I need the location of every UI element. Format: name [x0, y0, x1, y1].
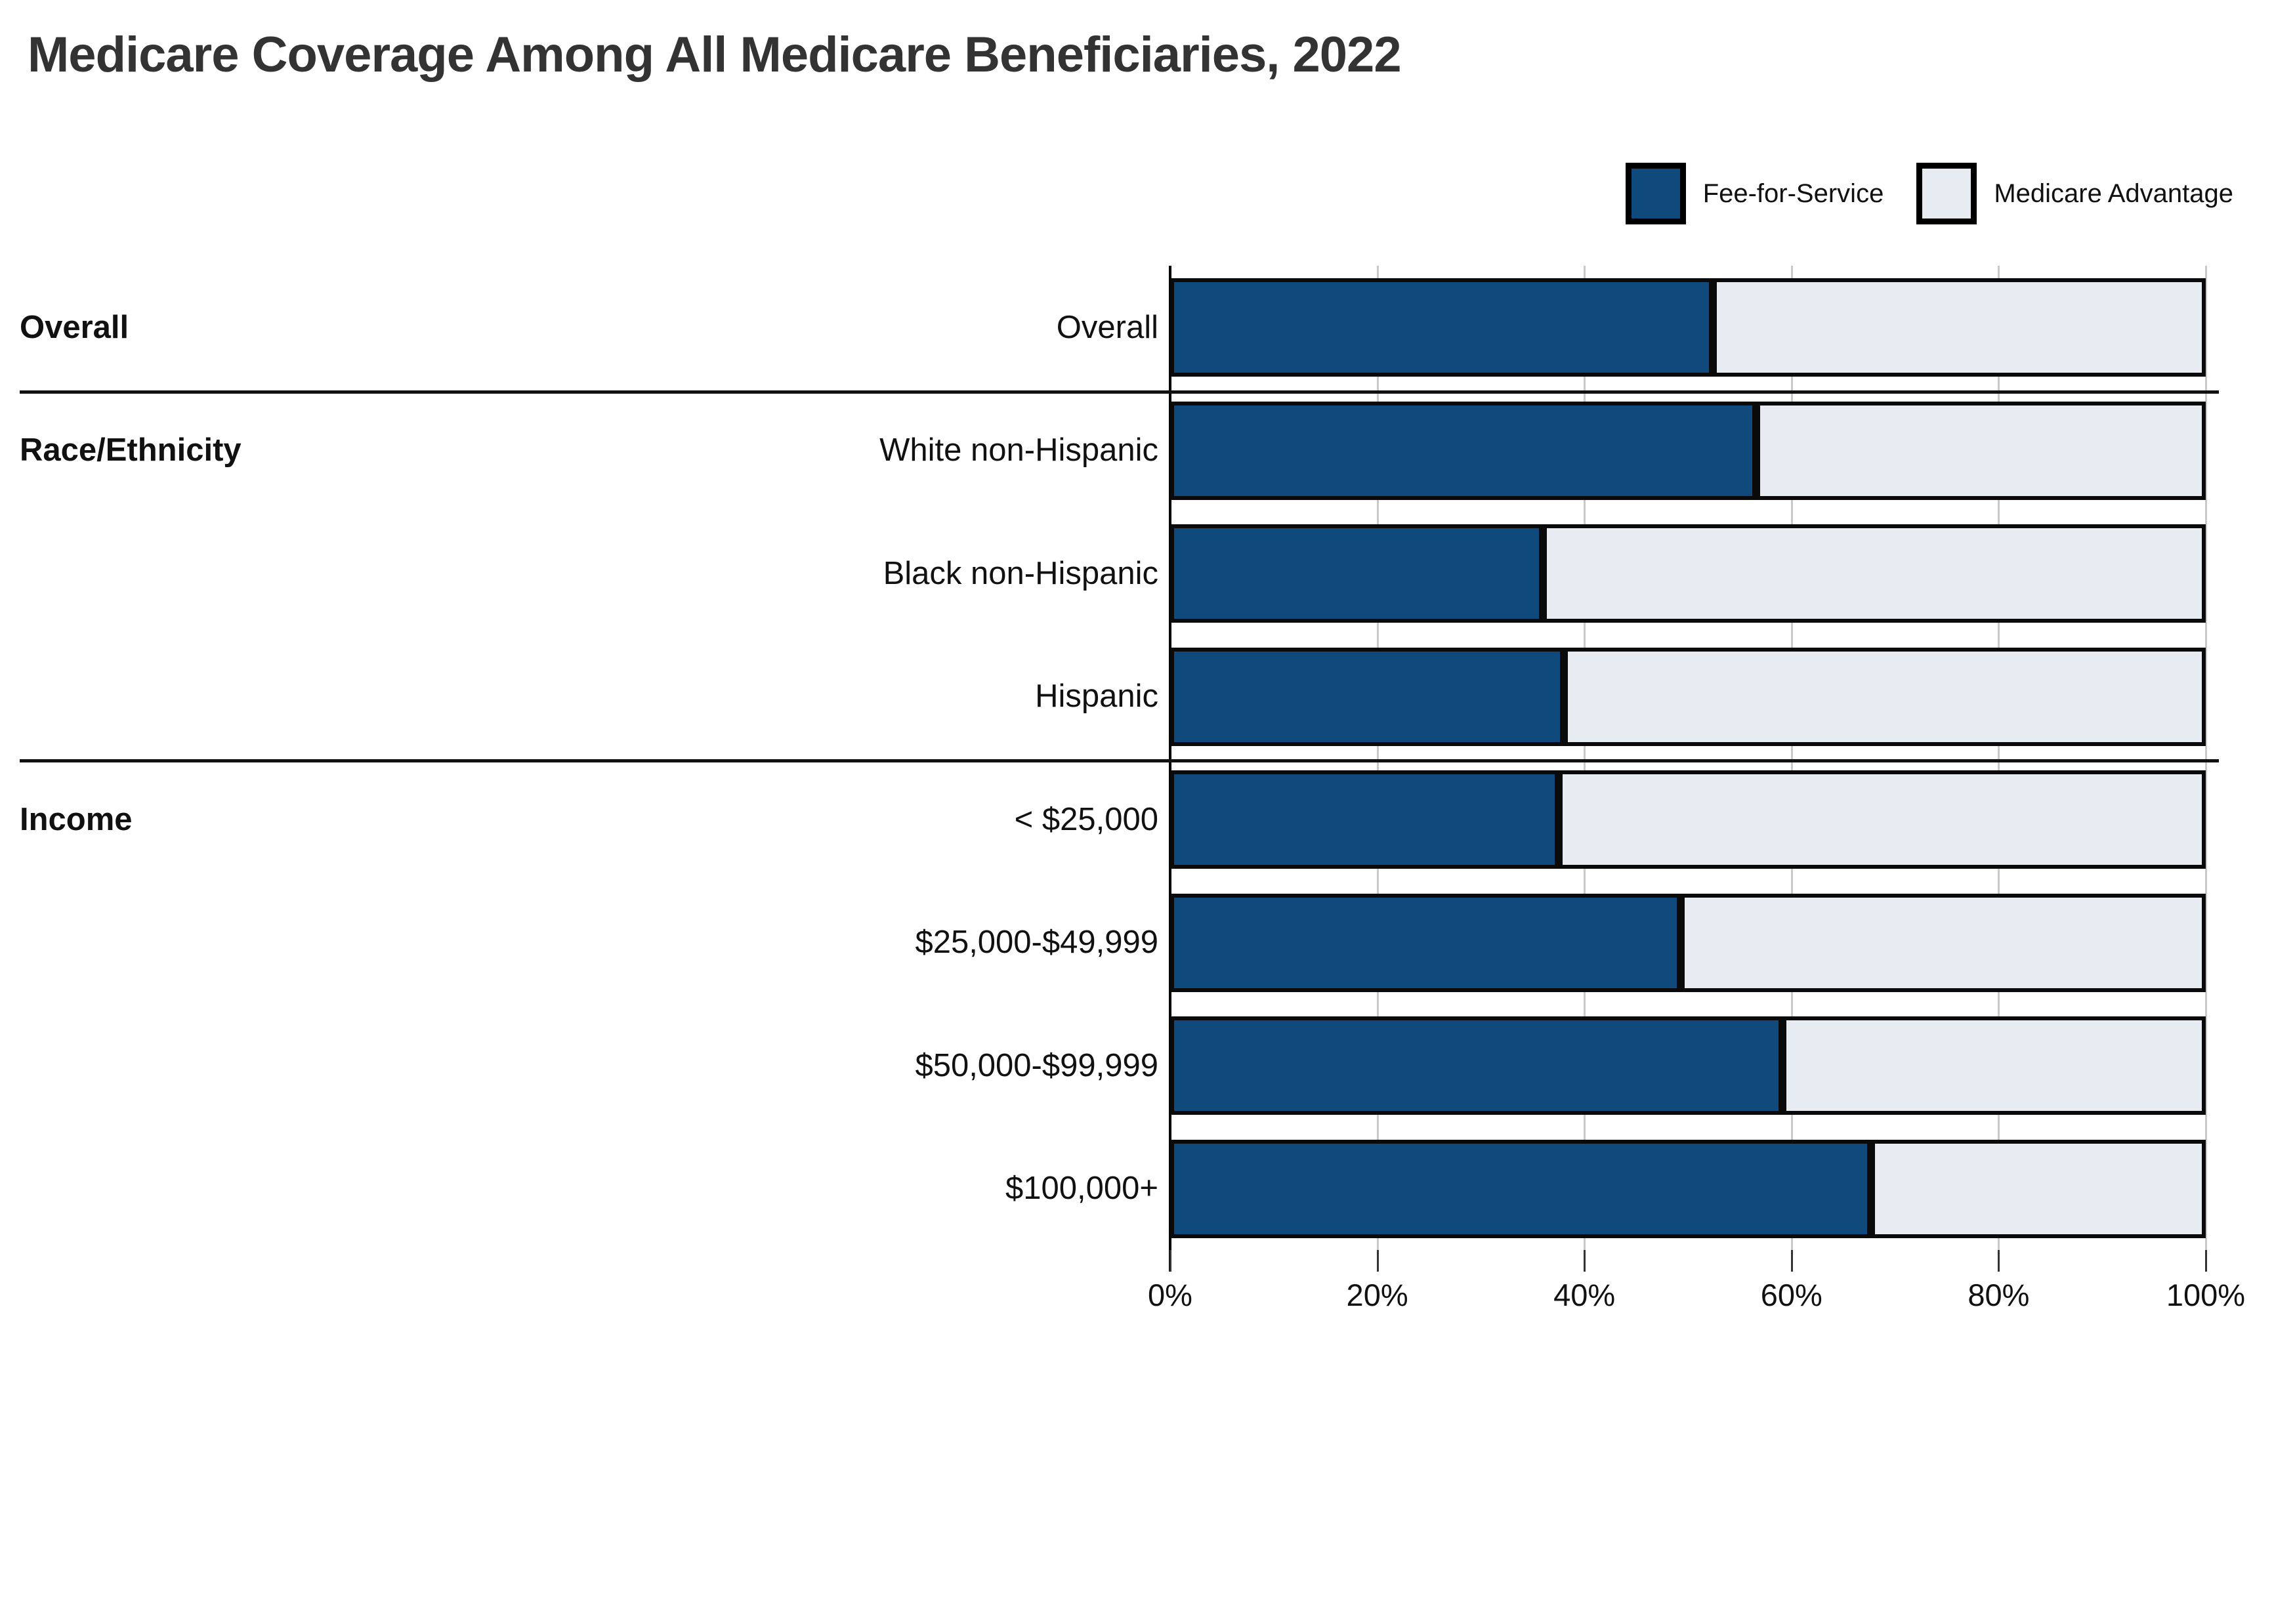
bar-segment-fee-for-service [1170, 770, 1559, 869]
legend: Fee-for-Service Medicare Advantage [1625, 163, 2233, 224]
bar-row [1170, 401, 2206, 500]
bar-segment-medicare-advantage [1712, 278, 2206, 377]
category-label: < $25,000 [1014, 801, 1158, 837]
bar-row [1170, 1016, 2206, 1115]
gridline [1790, 266, 1793, 1250]
bar-segment-medicare-advantage [1871, 1139, 2206, 1238]
gridline [1584, 266, 1586, 1250]
section-label: Race/Ethnicity [20, 432, 242, 468]
bar-row [1170, 770, 2206, 869]
category-label: Overall [1056, 309, 1158, 345]
bar-segment-medicare-advantage [1782, 1016, 2206, 1115]
category-label: $25,000-$49,999 [915, 925, 1158, 961]
bar-segment-medicare-advantage [1543, 524, 2206, 623]
chart-title: Medicare Coverage Among All Medicare Ben… [28, 27, 1402, 83]
bar-segment-medicare-advantage [1680, 893, 2206, 992]
category-label: White non-Hispanic [879, 432, 1158, 468]
bar-row [1170, 893, 2206, 992]
category-label: Hispanic [1035, 678, 1158, 715]
bar-row [1170, 1139, 2206, 1238]
gridline [1376, 266, 1379, 1250]
x-axis-tick-label: 80% [1968, 1278, 2030, 1312]
x-axis-tick-label: 100% [2166, 1278, 2246, 1312]
bar-segment-fee-for-service [1170, 647, 1564, 746]
bar-segment-fee-for-service [1170, 1139, 1872, 1238]
bar-segment-fee-for-service [1170, 401, 1757, 500]
x-axis-tick-label: 0% [1148, 1278, 1192, 1312]
legend-item: Fee-for-Service [1625, 163, 1884, 224]
bar-segment-fee-for-service [1170, 893, 1681, 992]
bar-segment-fee-for-service [1170, 524, 1544, 623]
bar-row [1170, 524, 2206, 623]
legend-swatch-icon [1916, 163, 1977, 224]
y-axis-line [1169, 266, 1171, 1272]
bar-segment-fee-for-service [1170, 278, 1713, 377]
bar-segment-fee-for-service [1170, 1016, 1782, 1115]
x-axis-tick-label: 20% [1346, 1278, 1408, 1312]
bar-row [1170, 278, 2206, 377]
gridline [1998, 266, 2000, 1250]
section-divider [20, 390, 2219, 394]
section-label: Overall [20, 309, 129, 345]
section-label: Income [20, 801, 133, 837]
x-axis-tick [1584, 1250, 1586, 1272]
legend-label: Fee-for-Service [1702, 178, 1884, 208]
bar-segment-medicare-advantage [1558, 770, 2206, 869]
x-axis-tick [2205, 1250, 2207, 1272]
category-label: $100,000+ [1005, 1171, 1158, 1207]
category-label: Black non-Hispanic [883, 555, 1158, 591]
x-axis-tick [1169, 1250, 1171, 1272]
bar-segment-medicare-advantage [1563, 647, 2206, 746]
bar-segment-medicare-advantage [1756, 401, 2206, 500]
x-axis-tick [1790, 1250, 1793, 1272]
x-axis-tick-label: 60% [1760, 1278, 1822, 1312]
gridline [2205, 266, 2207, 1250]
legend-swatch-icon [1625, 163, 1686, 224]
category-label: $50,000-$99,999 [915, 1047, 1158, 1083]
x-axis-tick-label: 40% [1553, 1278, 1616, 1312]
x-axis-tick [1376, 1250, 1379, 1272]
section-divider [20, 759, 2219, 762]
legend-label: Medicare Advantage [1994, 178, 2233, 208]
x-axis-tick [1998, 1250, 2000, 1272]
bar-row [1170, 647, 2206, 746]
legend-item: Medicare Advantage [1916, 163, 2233, 224]
